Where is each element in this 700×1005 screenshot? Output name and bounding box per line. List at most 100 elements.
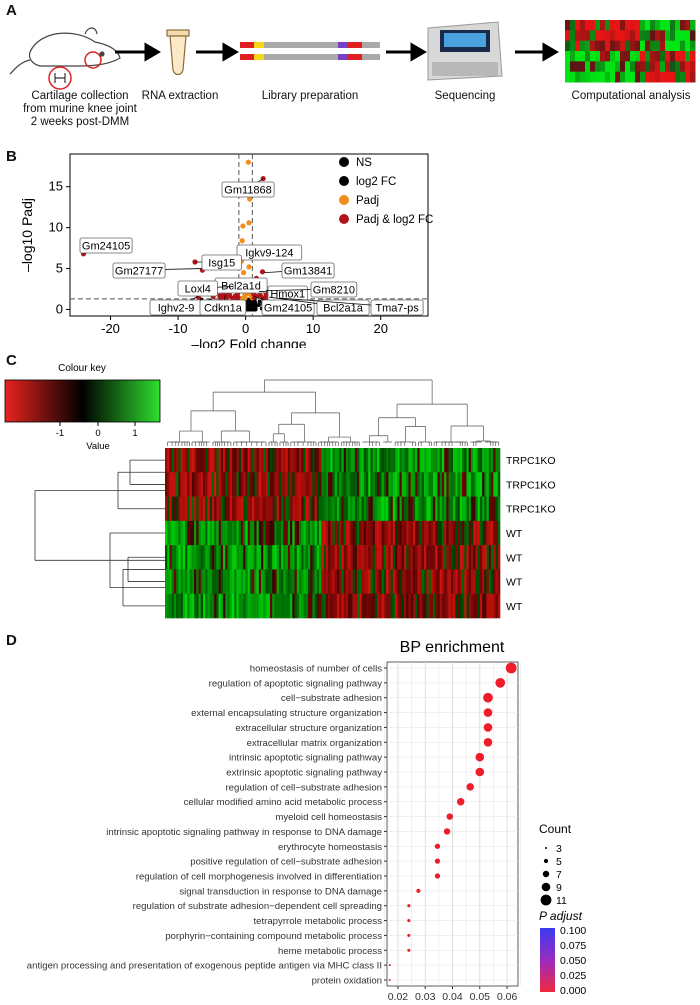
sig-point: [240, 223, 246, 229]
heatmap-cell: [339, 496, 342, 522]
heatmap-cell: [424, 520, 427, 546]
heatmap-cell: [267, 520, 271, 546]
heatmap-cell: [256, 472, 260, 497]
heatmap-cell: [252, 496, 255, 522]
thumbnail-cell: [595, 71, 601, 83]
heatmap-cell: [305, 545, 309, 570]
heatmap-cell: [459, 593, 463, 619]
heatmap-cell: [191, 520, 195, 546]
heatmap-cell: [312, 569, 315, 595]
heatmap-cell: [491, 496, 494, 522]
heatmap-cell: [285, 472, 289, 497]
heatmap-cell: [319, 520, 322, 546]
heatmap-cell: [202, 472, 206, 497]
heatmap-cell: [287, 448, 291, 473]
heatmap-cell: [205, 593, 208, 619]
heatmap-cell: [220, 520, 224, 546]
heatmap-cell: [444, 472, 447, 497]
heatmap-cell: [377, 496, 380, 522]
heatmap-cell: [198, 545, 202, 570]
heatmap-cell: [267, 496, 271, 522]
heatmap-cell: [325, 448, 329, 473]
panel-label-c: C: [6, 352, 17, 369]
heatmap-cell: [303, 496, 306, 522]
heatmap-cell: [299, 496, 302, 522]
heatmap-cell: [238, 520, 242, 546]
heatmap-cell: [399, 472, 403, 497]
heatmap-cell: [167, 472, 170, 497]
heatmap-cell: [274, 496, 277, 522]
heatmap-cell: [395, 520, 398, 546]
gene-label: Gm8210: [313, 285, 355, 297]
heatmap-cell: [406, 496, 409, 522]
heatmap-cell: [417, 496, 420, 522]
padj-legend-title: P adjust: [539, 909, 583, 923]
heatmap-cell: [202, 569, 206, 595]
term-label: intrinsic apoptotic signaling pathway: [229, 753, 382, 764]
thumbnail-cell: [610, 40, 616, 52]
thumbnail-cell: [675, 30, 681, 42]
term-label: regulation of cell morphogenesis involve…: [136, 872, 382, 883]
heatmap-cell: [426, 569, 429, 595]
gene-label: Bcl2a1d: [221, 281, 261, 293]
gene-label-box: [199, 299, 247, 316]
heatmap-cell: [301, 593, 304, 619]
heatmap-cell: [468, 496, 472, 522]
heatmap-cell: [441, 545, 445, 570]
enrichment-dotplot: BP enrichment0.020.030.040.050.06GeneRat…: [27, 639, 587, 1005]
panel-label-d: D: [6, 632, 17, 649]
heatmap-cell: [243, 593, 246, 619]
heatmap-cell: [488, 593, 492, 619]
heatmap-cell: [446, 569, 449, 595]
heatmap-cell: [187, 472, 190, 497]
heatmap-cell: [205, 448, 208, 473]
term-label: homeostasis of number of cells: [250, 664, 382, 675]
heatmap-cell: [374, 448, 378, 473]
legend-label: Padj & log2 FC: [356, 214, 433, 226]
heatmap-cell: [316, 520, 320, 546]
heatmap-cell: [310, 520, 313, 546]
heatmap-cell: [301, 496, 304, 522]
thumbnail-cell: [655, 51, 661, 62]
heatmap-cell: [370, 545, 373, 570]
heatmap-cell: [444, 448, 447, 473]
heatmap-cell: [169, 496, 172, 522]
thumbnail-cell: [690, 51, 696, 62]
enrichment-dot: [407, 948, 411, 952]
heatmap-cell: [269, 448, 273, 473]
heatmap-cell: [319, 569, 322, 595]
heatmap-cell: [247, 496, 251, 522]
heatmap-cell: [218, 545, 222, 570]
thumbnail-cell: [655, 20, 661, 31]
heatmap-cell: [352, 448, 356, 473]
enrichment-dot: [505, 662, 517, 674]
padj-colorbar: [540, 928, 555, 992]
heatmap-cell: [386, 593, 389, 619]
heatmap-cell: [408, 569, 411, 595]
colour-key-tick-label: -1: [56, 428, 64, 439]
heatmap-cell: [194, 593, 197, 619]
thumbnail-cell: [580, 61, 586, 73]
thumbnail-cell: [565, 40, 571, 52]
heatmap-cell: [493, 593, 496, 619]
heatmap-cell: [287, 520, 291, 546]
heatmap-cell: [354, 520, 358, 546]
thumbnail-cell: [660, 71, 666, 83]
heatmap-cell: [319, 472, 322, 497]
thumbnail-cell: [600, 71, 606, 83]
heatmap-cell: [401, 593, 405, 619]
gene-label: Cdkn1a: [204, 303, 243, 315]
thumbnail-cell: [650, 51, 656, 62]
heatmap-cell: [491, 472, 494, 497]
heatmap-cell: [430, 545, 434, 570]
heatmap-cell: [488, 448, 492, 473]
heatmap-cell: [412, 545, 416, 570]
heatmap-cell: [450, 496, 454, 522]
heatmap-cell: [180, 593, 184, 619]
heatmap-cell: [408, 448, 411, 473]
heatmap-cell: [321, 520, 324, 546]
heatmap-cell: [234, 448, 237, 473]
heatmap-cell: [486, 569, 490, 595]
heatmap-cell: [368, 545, 371, 570]
heatmap-cell: [178, 448, 181, 473]
